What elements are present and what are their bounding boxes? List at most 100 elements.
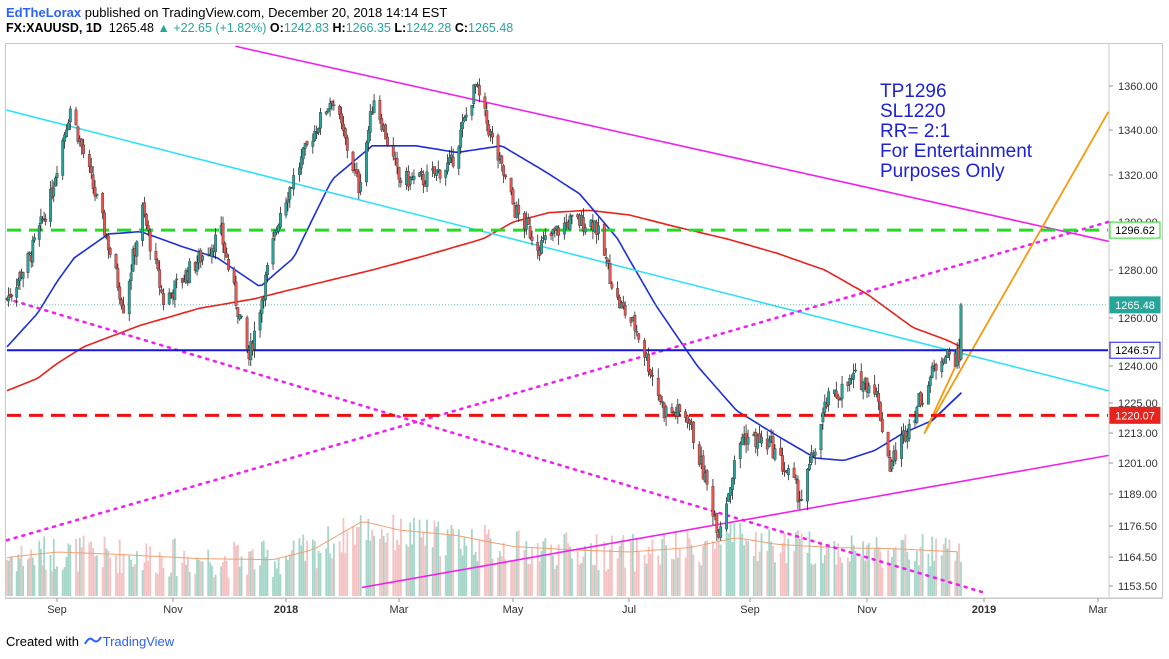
- candle-body: [127, 281, 131, 315]
- volume-bar: [424, 545, 427, 596]
- volume-bar: [409, 522, 412, 596]
- y-tick-label: 1189.00: [1118, 489, 1157, 501]
- volume-bar: [420, 537, 423, 596]
- volume-bar: [261, 541, 263, 596]
- volume-bar: [674, 530, 677, 596]
- volume-bar: [894, 547, 897, 596]
- candle-body: [421, 173, 425, 185]
- volume-bar: [940, 555, 943, 596]
- candle-body: [188, 261, 192, 283]
- volume-bar: [369, 540, 372, 596]
- candle-body: [773, 448, 777, 460]
- volume-bar: [65, 556, 68, 596]
- candle-body: [67, 122, 70, 131]
- candle-body: [834, 390, 838, 398]
- candle-body: [160, 289, 163, 293]
- volume-bar: [725, 531, 728, 596]
- y-tick-label: 1280.00: [1118, 265, 1158, 277]
- candle-body: [725, 503, 728, 530]
- volume-bar: [384, 542, 387, 596]
- candle-body: [44, 219, 48, 222]
- volume-bar: [793, 551, 796, 596]
- candle-body: [570, 214, 574, 217]
- candle-body: [313, 130, 317, 142]
- volume-bar: [850, 535, 853, 596]
- volume-bar: [875, 537, 878, 596]
- note-line: RR= 2:1: [880, 121, 950, 142]
- volume-bar: [610, 535, 613, 596]
- volume-bar: [94, 556, 96, 596]
- candle-body: [438, 170, 442, 179]
- trendline-magenta-upper: [235, 45, 1109, 242]
- volume-bar: [158, 552, 161, 596]
- volume-bar: [741, 533, 744, 596]
- candle-body: [118, 286, 122, 300]
- volume-bar: [637, 551, 640, 596]
- volume-bar: [715, 542, 718, 596]
- candle-body: [148, 231, 152, 252]
- volume-bar: [214, 574, 217, 596]
- volume-bar: [504, 559, 507, 596]
- volume-bar: [956, 551, 959, 596]
- candle-body: [457, 146, 461, 169]
- candle-body: [894, 450, 898, 461]
- candle-body: [921, 403, 925, 405]
- last-price: 1265.48: [108, 21, 154, 35]
- volume-bar: [44, 569, 47, 596]
- candle-body: [93, 187, 97, 197]
- volume-bar: [747, 541, 749, 596]
- volume-bar: [329, 553, 331, 596]
- volume-bar: [290, 550, 293, 596]
- volume-bar: [344, 553, 347, 596]
- volume-bar: [706, 540, 708, 596]
- candle-body: [746, 436, 750, 445]
- author-link[interactable]: EdTheLorax: [6, 5, 82, 20]
- volume-bar: [354, 544, 356, 596]
- candle-body: [915, 407, 919, 423]
- price-tag-label-stop-loss: 1220.07: [1115, 410, 1155, 422]
- candle-body: [55, 173, 59, 178]
- drawings-layer: [5, 45, 1110, 594]
- tradingview-brand[interactable]: TradingView: [102, 634, 175, 649]
- candle-body: [875, 391, 878, 395]
- volume-bar: [67, 543, 70, 596]
- volume-bar: [19, 558, 21, 596]
- candle-body: [487, 124, 491, 136]
- candle-body: [156, 260, 160, 270]
- candle-body: [940, 360, 944, 373]
- candle-body: [319, 112, 322, 129]
- candle-body: [328, 103, 332, 110]
- volume-bar: [931, 536, 934, 596]
- volume-bar: [766, 550, 769, 596]
- volume-bar: [671, 558, 673, 596]
- volume-bar: [437, 521, 440, 596]
- volume-bar: [873, 549, 876, 596]
- volume-bar: [635, 537, 638, 596]
- volume-bar: [787, 538, 790, 596]
- candle-body: [288, 187, 292, 200]
- volume-bar: [444, 555, 447, 596]
- note-line: For Entertainment: [880, 141, 1033, 162]
- volume-bar: [497, 557, 499, 596]
- candle-body: [15, 287, 19, 298]
- volume-bar: [727, 533, 730, 596]
- volume-bar: [879, 551, 882, 596]
- volume-bar: [552, 555, 554, 596]
- x-tick-label: Jul: [622, 604, 636, 616]
- high-label: H:: [332, 21, 346, 35]
- volume-bar: [806, 552, 809, 596]
- volume-bar: [591, 564, 594, 596]
- note-line: SL1220: [880, 101, 946, 122]
- volume-bar: [770, 541, 772, 596]
- candle-body: [444, 169, 448, 178]
- candle-body: [53, 177, 57, 187]
- candle-body: [649, 369, 652, 375]
- volume-bar: [56, 566, 58, 596]
- volume-bar: [69, 544, 72, 596]
- volume-bar: [571, 558, 573, 596]
- candle-body: [760, 436, 763, 444]
- candle-body: [408, 176, 412, 185]
- volume-bar: [246, 574, 248, 596]
- volume-bar: [259, 565, 261, 596]
